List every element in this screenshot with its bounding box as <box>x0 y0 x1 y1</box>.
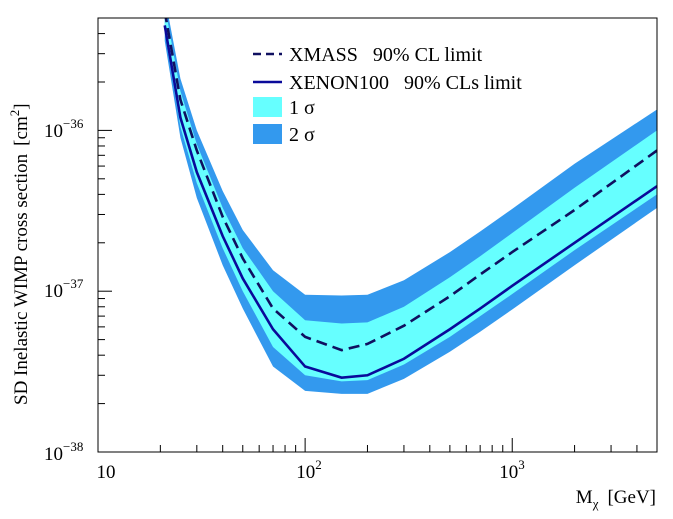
x-axis-title: Mχ [GeV] <box>576 487 656 511</box>
legend-label-1sigma: 1 σ <box>289 97 315 119</box>
x-tick-label-1000: 103 <box>499 457 525 483</box>
legend-label-2sigma: 2 σ <box>289 124 315 146</box>
legend: XMASS 90% CL limit XENON100 90% CLs limi… <box>253 44 522 146</box>
axis-ticks <box>97 17 658 453</box>
xenon100-limit-line <box>163 25 657 379</box>
legend-label-xenon100: XENON100 90% CLs limit <box>289 72 522 94</box>
y-axis-title: SD Inelastic WIMP cross section[cm2] <box>7 103 32 405</box>
x-tick-label-10: 10 <box>97 462 116 483</box>
x-tick-label-100: 102 <box>296 457 322 483</box>
lines-layer <box>163 18 657 379</box>
legend-swatch-2sigma <box>253 124 282 144</box>
y-tick-label-1e-38: 10−38 <box>44 439 83 465</box>
bands-layer <box>164 18 657 394</box>
y-tick-label-1e-37: 10−37 <box>44 276 84 302</box>
plot-frame <box>97 17 658 453</box>
band-2sigma <box>164 18 657 394</box>
band-1sigma <box>164 18 657 382</box>
xmass-limit-line <box>164 18 657 352</box>
legend-label-xmass: XMASS 90% CL limit <box>289 44 483 66</box>
y-tick-label-1e-36: 10−36 <box>44 116 84 142</box>
legend-swatch-1sigma <box>253 97 282 117</box>
